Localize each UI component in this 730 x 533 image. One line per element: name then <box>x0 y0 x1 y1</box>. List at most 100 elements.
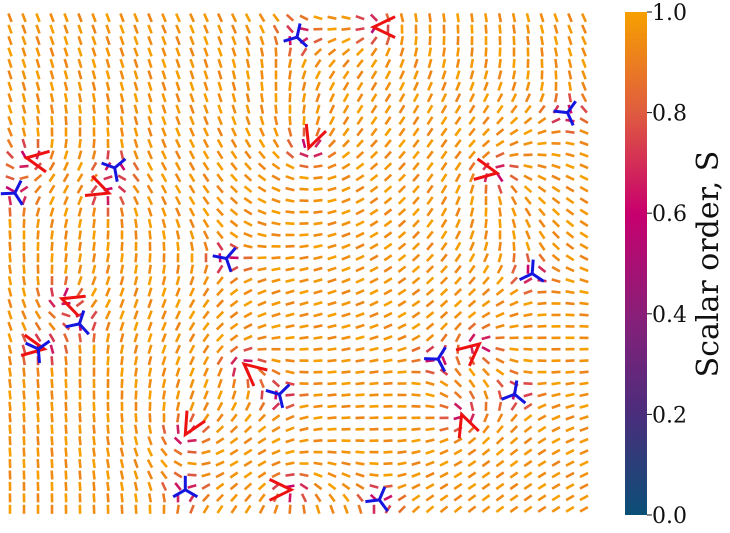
director-segment <box>189 58 195 69</box>
director-segment <box>50 253 54 263</box>
director-segment <box>327 358 337 363</box>
director-segment <box>511 230 517 240</box>
director-segment <box>133 35 139 46</box>
director-segment <box>495 494 505 502</box>
director-segment <box>147 115 153 126</box>
director-segment <box>189 378 195 389</box>
director-segment <box>383 185 393 194</box>
director-segment <box>484 218 488 229</box>
director-segment <box>119 81 125 91</box>
director-segment <box>216 173 224 183</box>
director-segment <box>106 481 110 492</box>
director-segment <box>120 241 124 251</box>
minus-defect-arm <box>184 488 199 499</box>
director-segment <box>105 321 111 332</box>
director-segment <box>19 175 29 181</box>
director-segment <box>119 24 125 34</box>
director-segment <box>230 401 238 412</box>
director-segment <box>299 301 309 306</box>
director-segment <box>412 219 420 228</box>
director-segment <box>525 241 531 252</box>
director-segment <box>440 161 448 171</box>
director-segment <box>425 369 435 375</box>
director-segment <box>454 161 462 171</box>
director-segment <box>313 198 323 203</box>
director-segment <box>510 413 518 423</box>
director-segment <box>271 460 281 467</box>
director-segment <box>120 493 124 503</box>
director-segment <box>174 173 182 183</box>
director-segment <box>469 241 475 252</box>
director-segment <box>579 117 589 125</box>
director-segment <box>397 288 407 296</box>
director-segment <box>411 449 421 455</box>
director-segment <box>260 58 264 69</box>
director-segment <box>148 253 152 263</box>
director-segment <box>119 275 125 286</box>
director-segment <box>355 27 365 32</box>
director-segment <box>383 196 393 205</box>
director-segment <box>370 58 378 68</box>
director-segment <box>22 413 26 423</box>
director-segment <box>203 367 209 377</box>
director-segment <box>454 93 462 103</box>
director-segment <box>50 115 54 126</box>
director-segment <box>327 393 337 397</box>
director-segment <box>175 378 181 389</box>
director-segment <box>538 241 546 251</box>
director-segment <box>119 93 125 103</box>
director-segment <box>426 150 434 160</box>
director-segment <box>397 323 407 330</box>
director-segment <box>119 58 125 69</box>
director-segment <box>105 58 111 69</box>
director-segment <box>216 401 224 412</box>
director-segment <box>288 115 292 126</box>
director-segment <box>383 173 393 182</box>
director-segment <box>147 424 153 434</box>
director-segment <box>244 413 252 423</box>
director-segment <box>229 196 239 205</box>
director-segment <box>341 243 351 250</box>
director-segment <box>398 150 406 160</box>
director-segment <box>481 299 491 308</box>
director-segment <box>468 93 476 103</box>
director-segment <box>176 241 180 251</box>
director-segment <box>399 35 405 46</box>
director-segment <box>495 357 505 364</box>
director-segment <box>481 494 491 502</box>
director-segment <box>355 450 365 454</box>
director-segment <box>147 493 153 503</box>
plus-half-defect-marker <box>23 149 51 174</box>
director-segment <box>148 390 152 400</box>
director-segment <box>327 232 337 238</box>
director-segment <box>64 367 68 377</box>
director-segment <box>440 127 448 137</box>
director-segment <box>21 24 27 34</box>
director-segment <box>468 333 476 343</box>
director-segment <box>105 253 111 263</box>
director-segment <box>384 104 392 114</box>
director-segment <box>63 207 69 217</box>
director-segment <box>510 93 518 103</box>
director-segment <box>229 322 239 331</box>
director-segment <box>481 335 491 341</box>
director-segment <box>8 230 12 240</box>
director-segment <box>91 150 97 160</box>
director-segment <box>133 470 139 480</box>
director-segment <box>21 93 27 103</box>
director-segment <box>7 355 13 366</box>
director-segment <box>146 173 154 183</box>
director-segment <box>35 13 41 23</box>
director-segment <box>370 116 378 126</box>
director-segment <box>328 93 336 103</box>
director-segment <box>495 346 505 352</box>
director-segment <box>299 244 309 249</box>
director-segment <box>245 70 251 80</box>
director-segment <box>411 346 421 353</box>
director-segment <box>397 196 407 205</box>
director-segment <box>369 312 379 318</box>
director-segment <box>230 504 238 514</box>
director-segment <box>105 81 111 92</box>
director-segment <box>467 494 477 502</box>
director-segment <box>92 104 96 114</box>
